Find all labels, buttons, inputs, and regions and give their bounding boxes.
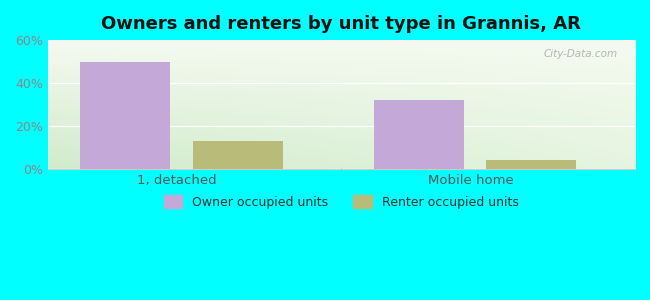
Bar bbox=[374, 100, 464, 169]
Title: Owners and renters by unit type in Grannis, AR: Owners and renters by unit type in Grann… bbox=[101, 15, 581, 33]
Legend: Owner occupied units, Renter occupied units: Owner occupied units, Renter occupied un… bbox=[159, 190, 524, 214]
Bar bbox=[486, 160, 577, 169]
Bar bbox=[192, 141, 283, 169]
Text: City-Data.com: City-Data.com bbox=[543, 49, 618, 59]
Bar bbox=[80, 61, 170, 169]
